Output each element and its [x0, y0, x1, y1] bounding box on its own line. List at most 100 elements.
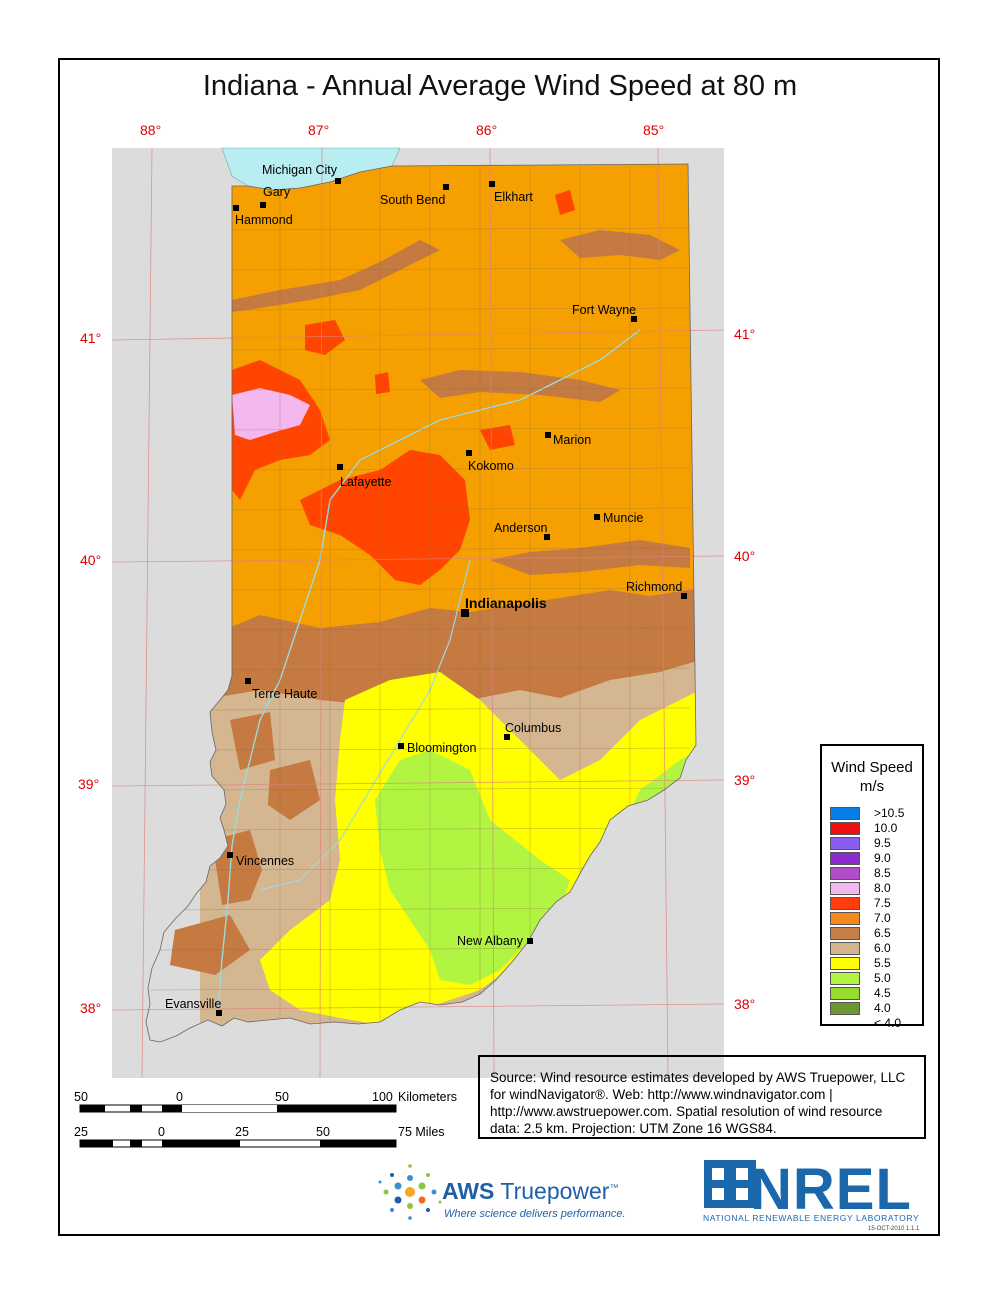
km-scale-label: 50: [74, 1090, 88, 1104]
version-label: 15-OCT-2010 1.1.1: [868, 1226, 920, 1232]
legend-label: 7.5: [874, 896, 891, 910]
graticule: [111, 147, 725, 1079]
marker-anderson: [544, 534, 550, 540]
legend-swatch: [830, 927, 860, 940]
longitude-label: 85°: [643, 122, 665, 138]
legend-swatch: [830, 897, 860, 910]
legend-label: 8.5: [874, 866, 891, 880]
zone-5-0-east: [630, 750, 696, 810]
legend-title: Wind Speed m/s: [822, 758, 922, 796]
legend-item: 8.5: [830, 866, 920, 880]
marker-columbus: [504, 734, 510, 740]
marker-elkhart: [489, 181, 495, 187]
latitude-label-right: 39°: [734, 772, 756, 788]
marker-bloomington: [398, 743, 404, 749]
city-label: New Albany: [457, 934, 524, 948]
map-title: Indiana - Annual Average Wind Speed at 8…: [202, 70, 798, 102]
marker-vincennes: [227, 852, 233, 858]
city-label: Michigan City: [262, 163, 338, 177]
legend-item: 4.5: [830, 986, 920, 1000]
white-river: [259, 559, 471, 891]
legend-swatch: [830, 807, 860, 820]
km-scale-label: 50: [275, 1090, 289, 1104]
latitude-label-left: 38°: [80, 1000, 102, 1016]
mi-unit-label: 75 Miles: [398, 1125, 445, 1139]
wind-speed-legend: Wind Speed m/s >10.5 10.0 9.5 9.0 8.5 8.0 7.5 7…: [820, 744, 924, 1030]
zone-7-5-patch-b: [480, 425, 515, 450]
aws-tagline: Where science delivers performance.: [444, 1208, 626, 1220]
legend-title-line1: Wind Speed: [831, 759, 913, 776]
mi-scalebar: [79, 1139, 397, 1148]
latitude-label-right: 38°: [734, 996, 756, 1012]
legend-label: 8.0: [874, 881, 891, 895]
marker-hammond: [233, 205, 239, 211]
legend-swatch: [830, 987, 860, 1000]
legend-label: 5.5: [874, 956, 891, 970]
aws-logo-icon: [378, 1164, 442, 1220]
marker-terre-haute: [245, 678, 251, 684]
marker-fort-wayne: [631, 316, 637, 322]
mi-scale-label: 25: [74, 1125, 88, 1139]
city-label: Columbus: [505, 721, 562, 735]
city-label: Richmond: [626, 580, 683, 594]
km-scale-label: 100: [372, 1090, 393, 1104]
city-label: Vincennes: [236, 854, 295, 868]
marker-evansville: [216, 1010, 222, 1016]
zone-7-5-patch-d: [375, 372, 390, 394]
city-label: Lafayette: [340, 475, 392, 489]
legend-swatch: [830, 867, 860, 880]
km-scalebar: [79, 1104, 397, 1113]
marker-new-albany: [527, 938, 533, 944]
legend-swatch: [830, 912, 860, 925]
legend-item: 10.0: [830, 821, 920, 835]
latitude-label-right: 41°: [734, 326, 756, 342]
legend-swatch: [830, 852, 860, 865]
marker-richmond: [681, 593, 687, 599]
marker-muncie: [594, 514, 600, 520]
legend-item: 8.0: [830, 881, 920, 895]
city-label: Gary: [263, 185, 291, 199]
latitude-label-left: 39°: [78, 776, 100, 792]
nrel-subtitle: NATIONAL RENEWABLE ENERGY LABORATORY: [703, 1213, 920, 1223]
marker-lafayette: [337, 464, 343, 470]
marker-indianapolis: [461, 609, 469, 617]
legend-item: 4.0: [830, 1001, 920, 1015]
source-box: Source: Wind resource estimates develope…: [478, 1055, 926, 1139]
city-label: Muncie: [603, 511, 644, 525]
zone-6-5-patch-c: [268, 760, 320, 820]
zone-6-5-streak-b: [560, 230, 680, 260]
legend-item: 5.5: [830, 956, 920, 970]
nrel-logo-text: NREL: [750, 1157, 912, 1222]
legend-swatch: [830, 957, 860, 970]
legend-item: 6.0: [830, 941, 920, 955]
legend-label: 10.0: [874, 821, 898, 835]
latitude-label-right: 40°: [734, 548, 756, 564]
longitude-label: 87°: [308, 122, 330, 138]
city-label: Bloomington: [407, 741, 477, 755]
legend-swatch: [830, 942, 860, 955]
city-label: Evansville: [165, 997, 222, 1011]
city-label: Indianapolis: [465, 595, 547, 611]
legend-item: 5.0: [830, 971, 920, 985]
city-label: Kokomo: [468, 459, 514, 473]
legend-label: 5.0: [874, 971, 891, 985]
legend-label: 6.0: [874, 941, 891, 955]
legend-label: 9.5: [874, 836, 891, 850]
zone-7-5-patch-a: [305, 320, 345, 355]
zone-5-0: [375, 750, 570, 985]
city-label: Fort Wayne: [572, 303, 637, 317]
legend-item: < 4.0: [830, 1016, 920, 1030]
longitude-label: 88°: [140, 122, 162, 138]
legend-label: 4.0: [874, 1001, 891, 1015]
aws-tm: ™: [609, 1182, 619, 1193]
marker-south-bend: [443, 184, 449, 190]
indiana-outline: [145, 163, 697, 1043]
aws-name-part1: AWS: [442, 1178, 495, 1204]
legend-swatch: [830, 972, 860, 985]
marker-kokomo: [466, 450, 472, 456]
latitude-label-left: 41°: [80, 330, 102, 346]
legend-item: 9.0: [830, 851, 920, 865]
legend-swatch: [830, 1002, 860, 1015]
longitude-label: 86°: [476, 122, 498, 138]
zone-7-5-patch-c: [555, 190, 575, 215]
